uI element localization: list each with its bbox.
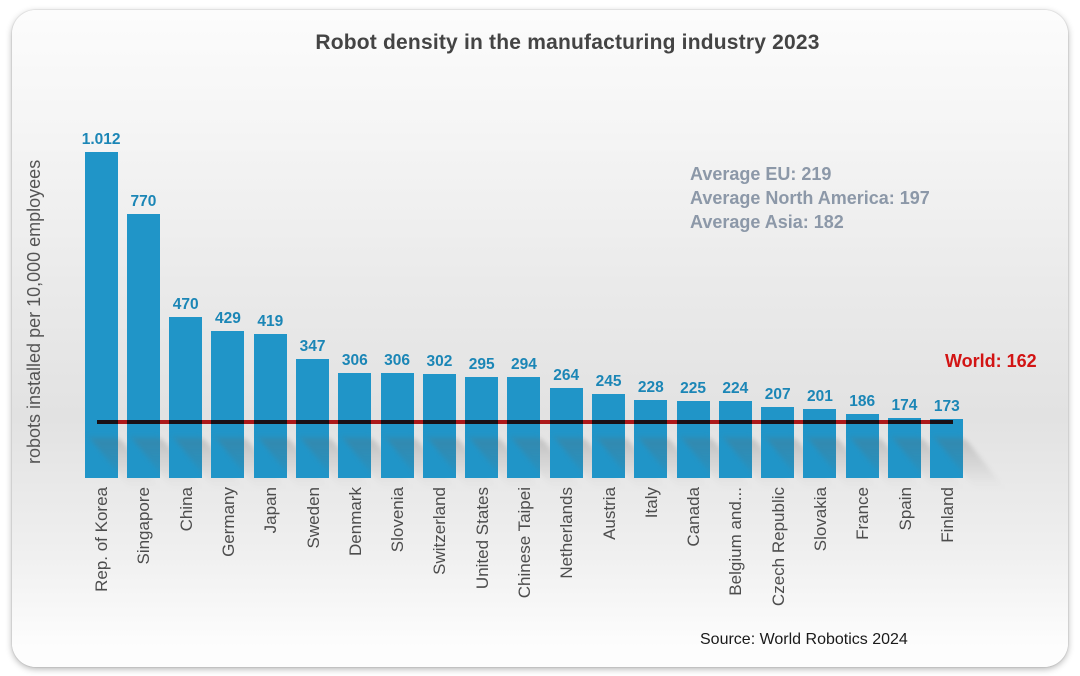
category-label: Slovenia [388, 487, 408, 553]
bar [761, 407, 795, 478]
category-label: Chinese Taipei [515, 487, 534, 599]
bar [930, 418, 964, 478]
bar-slot: 294 [503, 131, 545, 478]
bar [507, 377, 541, 478]
bar-value-label: 225 [680, 379, 707, 397]
bar-value-label: 207 [764, 386, 791, 403]
category-label: Switzerland [430, 487, 450, 575]
bar-value-label: 228 [637, 378, 664, 396]
bar [718, 401, 752, 478]
bar [676, 400, 710, 478]
bar-slot: 470 [165, 131, 207, 478]
bar-slot: 347 [291, 131, 333, 478]
world-average-line [97, 420, 953, 424]
bar-slot: 207 [757, 131, 799, 478]
average-eu-text: Average EU: 219 [690, 164, 832, 184]
bar-value-label: 294 [511, 356, 537, 374]
bar-value-label: 347 [299, 338, 326, 355]
bar-value-label: 186 [849, 393, 876, 411]
bar [126, 214, 160, 478]
bar-slot: 186 [841, 131, 883, 478]
bar-value-label: 224 [722, 380, 749, 398]
category-label: Czech Republic [768, 487, 788, 607]
bar-slot: 306 [376, 131, 418, 478]
bar-slot: 419 [249, 131, 291, 478]
bar-value-label: 201 [806, 388, 833, 406]
bar-slot: 302 [418, 131, 460, 478]
bar [169, 316, 203, 478]
bars-area: 1.012 770 470 429 419 347 306 306 302 295 294 264 24… [80, 131, 968, 478]
bar-slot: 306 [334, 131, 376, 478]
bar-value-label: 245 [595, 373, 622, 390]
bar-value-label: 173 [933, 397, 960, 415]
bar [465, 376, 499, 478]
bar [253, 334, 287, 478]
bar-value-label: 306 [384, 352, 411, 370]
bar-slot: 245 [587, 131, 629, 478]
average-asia-text: Average Asia: 182 [690, 212, 844, 232]
bar-slot: 429 [207, 131, 249, 478]
bar-slot: 1.012 [80, 131, 122, 478]
bar-slot: 295 [461, 131, 503, 478]
world-average-label: World: 162 [945, 351, 1037, 371]
category-label: Germany [219, 487, 238, 557]
bar-value-label: 306 [341, 352, 368, 370]
average-north-america-text: Average North America: 197 [690, 188, 930, 208]
bar [845, 414, 879, 478]
bar-slot: 770 [122, 131, 164, 478]
chart-title: Robot density in the manufacturing indus… [315, 31, 820, 54]
bar-value-label: 470 [172, 295, 199, 313]
category-label: Rep. of Korea [92, 487, 112, 592]
bar-slot: 224 [714, 131, 756, 478]
bar-value-label: 419 [257, 313, 284, 331]
bar [338, 373, 372, 478]
category-labels: Rep. of Korea Singapore China Germany Japan S… [80, 487, 968, 655]
bar [592, 394, 626, 478]
bar [211, 330, 245, 478]
bar-value-label: 302 [426, 353, 453, 371]
bar-value-label: 174 [891, 397, 918, 415]
bar [296, 359, 330, 478]
category-label: Belgium and... [726, 487, 746, 596]
bar-slot: 264 [545, 131, 587, 478]
y-axis-label: robots installed per 10,000 employees [24, 159, 44, 464]
bar [887, 418, 921, 478]
bar-value-label: 429 [215, 309, 241, 327]
category-label: Sweden [303, 487, 323, 549]
category-label: Slovakia [811, 487, 830, 552]
bar [634, 399, 668, 478]
bar [549, 387, 583, 478]
bar-slot: 225 [672, 131, 714, 478]
bar [422, 374, 456, 478]
category-label: Singapore [134, 487, 154, 565]
bar-slot: 228 [630, 131, 672, 478]
averages-annotation: Average EU: 219 Average North America: 1… [690, 162, 930, 234]
bar-value-label: 264 [553, 366, 580, 384]
category-label: Denmark [345, 487, 365, 556]
bar-slot: 201 [799, 131, 841, 478]
bar-slot: 173 [926, 131, 968, 478]
bar-value-label: 295 [468, 355, 495, 373]
bar [380, 373, 414, 478]
category-label: Netherlands [557, 487, 577, 579]
bar-slot: 174 [883, 131, 925, 478]
source-note: Source: World Robotics 2024 [700, 631, 908, 648]
bar [84, 152, 118, 478]
bar-value-label: 1.012 [81, 131, 121, 148]
bar-value-label: 770 [130, 193, 157, 210]
category-label: United States [472, 487, 492, 590]
